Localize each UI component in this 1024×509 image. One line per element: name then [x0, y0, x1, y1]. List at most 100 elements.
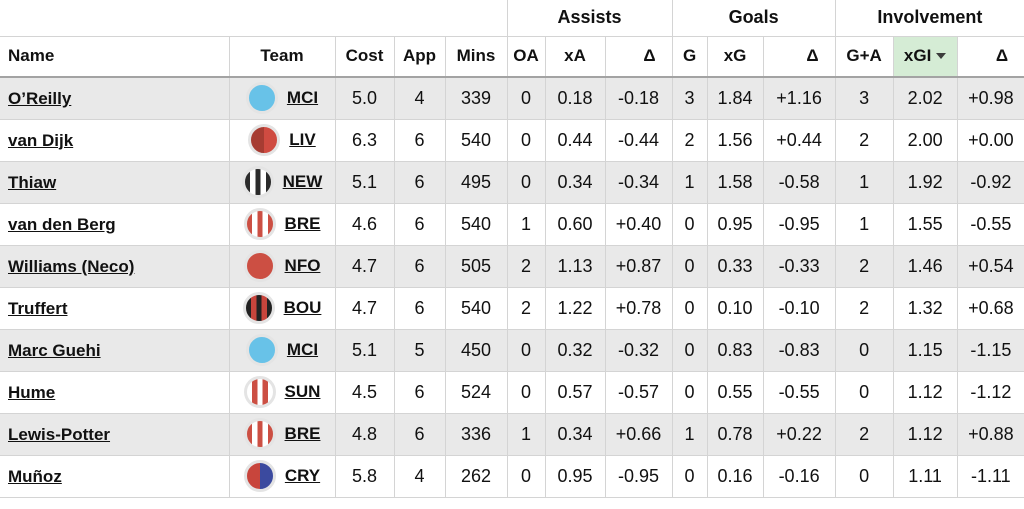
cell-ga: 0 — [834, 371, 894, 414]
player-name-link[interactable]: Marc Guehi — [8, 340, 101, 360]
cell-ga: 2 — [834, 119, 894, 162]
team-link[interactable]: LIV — [289, 130, 316, 149]
column-header-label: Δ — [643, 46, 656, 66]
cell-delta_assists: +0.78 — [604, 287, 673, 330]
player-name-link[interactable]: Truffert — [8, 298, 68, 318]
cell-xg: 1.84 — [706, 77, 764, 120]
cell-app: 6 — [393, 371, 445, 414]
table-row: Truffert BOU 4.7 6 540 2 1.22 +0.78 0 0.10 -0.10 2 1… — [0, 287, 1024, 330]
player-name-link[interactable]: van Dijk — [8, 130, 74, 150]
team-link[interactable]: SUN — [284, 382, 321, 401]
team-link[interactable]: NEW — [282, 172, 323, 191]
team-badge-icon — [241, 166, 274, 198]
cell-delta_goals: +1.16 — [762, 77, 836, 120]
cell-xg: 1.58 — [706, 161, 764, 204]
cell-g: 1 — [671, 413, 708, 456]
cell-name: Truffert — [0, 287, 229, 330]
table-row: van den Berg BRE 4.6 6 540 1 0.60 +0.40 0 0.95 -0.… — [0, 203, 1024, 246]
cell-delta_involvement: -1.12 — [956, 371, 1024, 414]
team-link[interactable]: CRY — [284, 466, 321, 485]
cell-ga: 2 — [834, 245, 894, 288]
cell-mins: 336 — [444, 413, 508, 456]
cell-xa: 0.18 — [544, 77, 606, 120]
team-link[interactable]: MCI — [286, 88, 319, 108]
cell-g: 2 — [671, 119, 708, 162]
cell-g: 0 — [671, 371, 708, 414]
cell-app: 6 — [393, 119, 445, 162]
cell-team: MCI — [228, 329, 335, 372]
cell-delta_involvement: +0.54 — [956, 245, 1024, 288]
team-link[interactable]: MCI — [286, 340, 319, 359]
cell-xgi: 2.02 — [892, 77, 958, 120]
cell-app: 6 — [393, 287, 445, 330]
column-header-label: G+A — [846, 46, 882, 66]
column-header-label: Mins — [456, 46, 496, 66]
cell-mins: 540 — [444, 203, 508, 246]
table-row: Muñoz CRY 5.8 4 262 0 0.95 -0.95 0 0.16 -0.16 0 1.11… — [0, 455, 1024, 498]
cell-delta_involvement: -0.55 — [956, 203, 1024, 246]
sort-caret-down-icon — [936, 53, 947, 60]
cell-g: 0 — [671, 455, 708, 498]
player-name-link[interactable]: van den Berg — [8, 214, 116, 234]
cell-team: CRY — [228, 455, 335, 498]
cell-app: 6 — [393, 161, 445, 204]
column-header-ga[interactable]: G+A — [834, 36, 894, 78]
cell-xa: 1.22 — [544, 287, 606, 330]
column-header-team[interactable]: Team — [228, 36, 335, 78]
cell-app: 6 — [393, 413, 445, 456]
column-header-cost[interactable]: Cost — [334, 36, 394, 78]
column-header-mins[interactable]: Mins — [444, 36, 508, 78]
cell-xgi: 1.32 — [892, 287, 958, 330]
column-header-g[interactable]: G — [671, 36, 708, 78]
team-badge-icon — [243, 376, 276, 408]
cell-delta_assists: +0.87 — [604, 245, 673, 288]
column-header-name[interactable]: Name — [0, 36, 229, 78]
cell-delta_involvement: +0.68 — [956, 287, 1024, 330]
cell-oa: 0 — [506, 77, 546, 120]
column-header-xg[interactable]: xG — [706, 36, 764, 78]
cell-xa: 0.32 — [544, 329, 606, 372]
column-header-xa[interactable]: xA — [544, 36, 606, 78]
team-link[interactable]: BRE — [284, 424, 321, 443]
cell-oa: 0 — [506, 371, 546, 414]
cell-name: Williams (Neco) — [0, 245, 229, 288]
player-name-link[interactable]: O’Reilly — [8, 88, 72, 108]
player-name-link[interactable]: Williams (Neco) — [8, 256, 135, 276]
cell-xgi: 1.11 — [892, 455, 958, 498]
cell-name: Hume — [0, 371, 229, 414]
cell-xa: 0.34 — [544, 161, 606, 204]
group-header-label: Involvement — [877, 7, 983, 28]
cell-ga: 1 — [834, 203, 894, 246]
player-name-link[interactable]: Lewis-Potter — [8, 424, 111, 444]
team-link[interactable]: NFO — [284, 256, 321, 275]
cell-xgi: 1.12 — [892, 413, 958, 456]
team-badge-icon — [245, 82, 278, 115]
cell-mins: 450 — [444, 329, 508, 372]
group-header-label: Goals — [728, 7, 779, 28]
table-row: Williams (Neco) NFO 4.7 6 505 2 1.13 +0.87 0 0.33… — [0, 245, 1024, 288]
column-header-oa[interactable]: OA — [506, 36, 546, 78]
column-header-delta_involvement[interactable]: Δ — [956, 36, 1024, 78]
cell-g: 0 — [671, 245, 708, 288]
cell-app: 6 — [393, 203, 445, 246]
table-row: Thiaw NEW 5.1 6 495 0 0.34 -0.34 1 1.58 -0.58 1 1.92… — [0, 161, 1024, 204]
cell-xgi: 1.46 — [892, 245, 958, 288]
table-row: Marc Guehi MCI 5.1 5 450 0 0.32 -0.32 0 0.83 -0.83… — [0, 329, 1024, 372]
column-header-xgi[interactable]: xGI — [892, 36, 958, 78]
cell-name: Thiaw — [0, 161, 229, 204]
team-link[interactable]: BOU — [283, 298, 322, 317]
column-header-label: xA — [564, 46, 586, 66]
column-header-delta_assists[interactable]: Δ — [604, 36, 673, 78]
cell-delta_assists: -0.95 — [604, 455, 673, 498]
player-name-link[interactable]: Muñoz — [8, 466, 62, 486]
cell-ga: 0 — [834, 329, 894, 372]
column-header-delta_goals[interactable]: Δ — [762, 36, 836, 78]
cell-delta_goals: -0.16 — [762, 455, 836, 498]
player-name-link[interactable]: Thiaw — [8, 172, 57, 192]
cell-delta_goals: -0.33 — [762, 245, 836, 288]
cell-team: LIV — [228, 119, 335, 162]
column-header-app[interactable]: App — [393, 36, 445, 78]
cell-xg: 0.55 — [706, 371, 764, 414]
team-link[interactable]: BRE — [284, 214, 321, 233]
player-name-link[interactable]: Hume — [8, 382, 56, 402]
